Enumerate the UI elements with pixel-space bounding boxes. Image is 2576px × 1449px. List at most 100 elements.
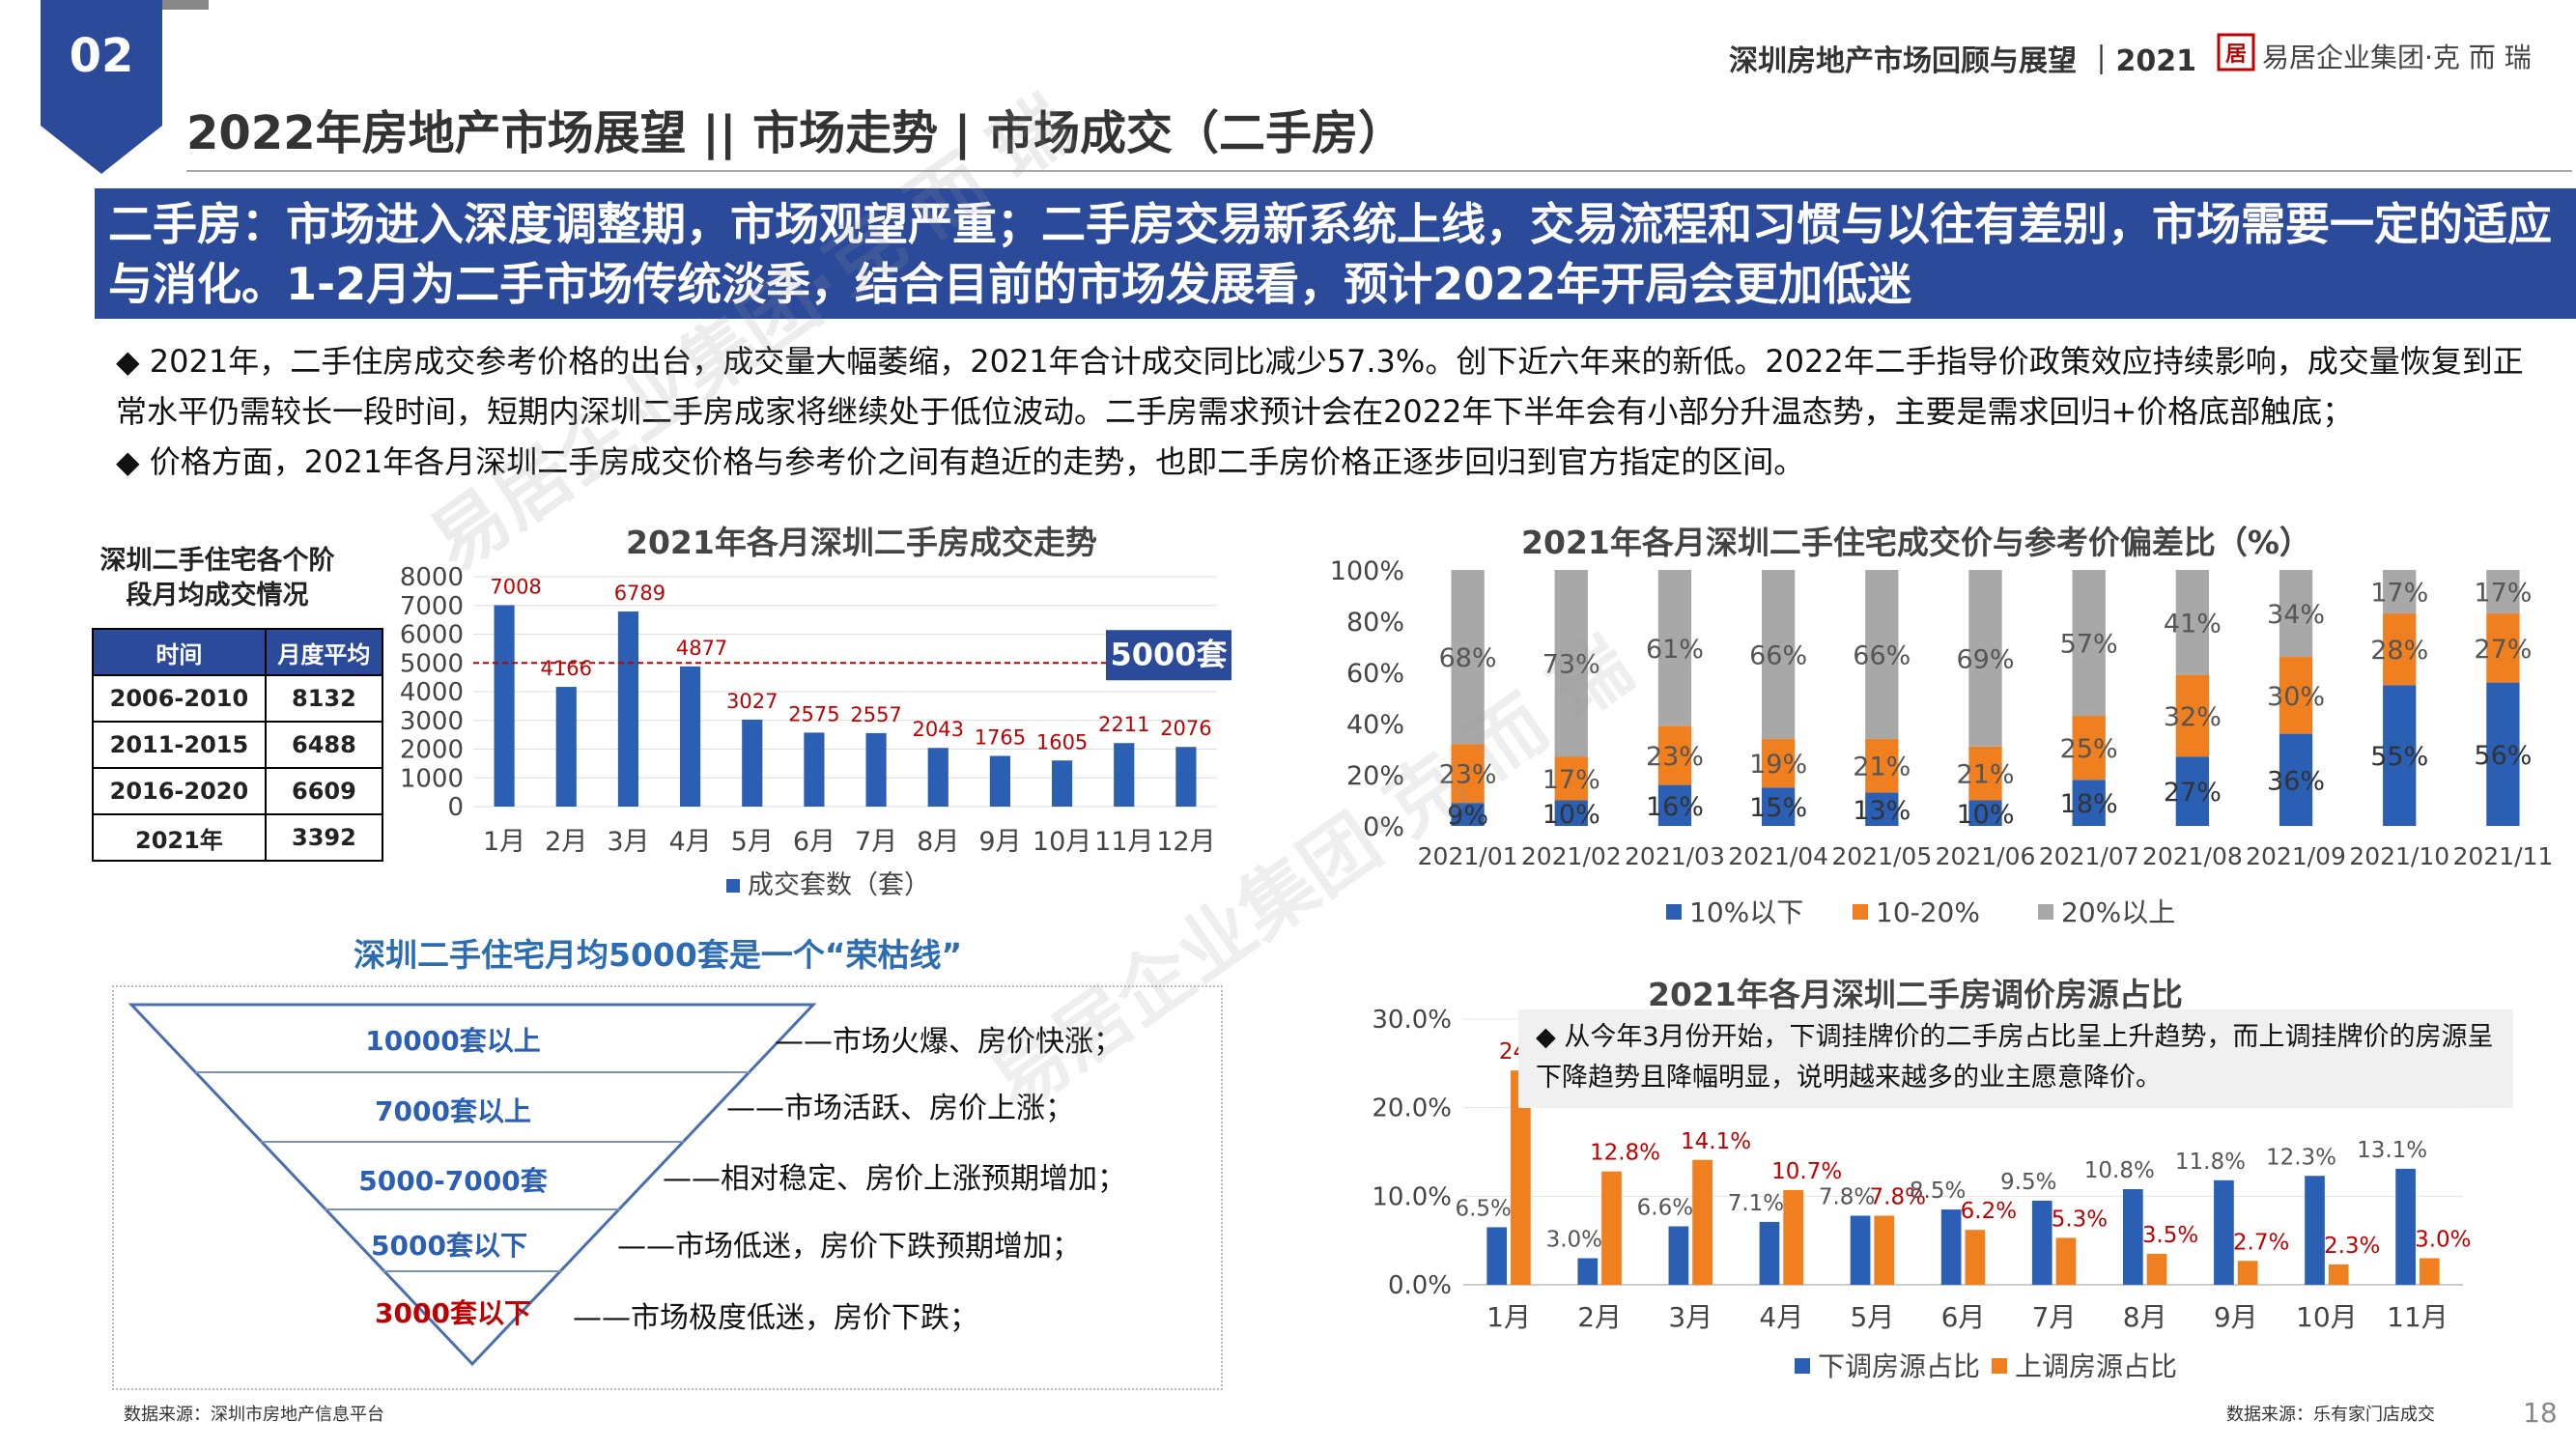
chart3-data-label: 14.1% <box>1681 1129 1751 1154</box>
chart2-bar-segment <box>1761 738 1796 788</box>
chart2-x-tick: 2021/04 <box>1728 842 1828 870</box>
chart1-bar <box>989 755 1011 807</box>
chart2-y-tick: 40% <box>1346 710 1404 740</box>
chart2-bar-segment <box>2175 674 2210 757</box>
chart3-svg: 0.0%10.0%20.0%30.0%6.5%24.2%1月3.0%12.8%2… <box>1372 1006 2471 1382</box>
chart3-data-label: 10.8% <box>2084 1158 2155 1183</box>
summary-banner-text: 二手房：市场进入深度调整期，市场观望严重；二手房交易新系统上线，交易流程和习惯与… <box>108 198 2552 310</box>
chart3-bar <box>2122 1189 2143 1285</box>
page-title: 2022年房地产市场展望 || 市场走势 | 市场成交（二手房） <box>186 106 1405 160</box>
chart1-bar <box>555 687 577 807</box>
chart2-data-label: 10% <box>1956 800 2014 830</box>
chart2-bar-segment <box>2279 733 2313 826</box>
chart2-data-label: 18% <box>2060 789 2118 819</box>
chart3-bar <box>1577 1258 1599 1285</box>
chart1-reference-label: 5000套 <box>1110 636 1227 672</box>
summary-banner <box>95 188 2576 319</box>
page-number: 18 <box>2523 1397 2558 1429</box>
title-divider <box>186 170 2572 172</box>
chart3-legend-swatch <box>1795 1358 1810 1374</box>
chart2-bar-segment <box>2383 685 2417 826</box>
chart3-title: 2021年各月深圳二手房调价房源占比 <box>1648 976 2183 1013</box>
chart3-bar <box>1874 1215 1895 1285</box>
chart3-data-label: 12.3% <box>2266 1145 2336 1170</box>
chart3-y-tick: 20.0% <box>1372 1094 1452 1123</box>
chart3-data-label: 9.5% <box>2000 1170 2056 1195</box>
chart3-data-label: 10.7% <box>1771 1159 1842 1184</box>
chart2-data-label: 23% <box>1439 760 1497 790</box>
chart1-reference-box <box>1106 630 1231 681</box>
chart1-x-tick: 3月 <box>607 827 649 857</box>
chart3-data-label: 6.5% <box>1455 1196 1511 1221</box>
chart3-y-tick: 0.0% <box>1388 1271 1452 1300</box>
bullet-list: ◆ 2021年，二手住房成交参考价格的出台，成交量大幅萎缩，2021年合计成交同… <box>116 336 2550 487</box>
chart2-bar-segment <box>2279 570 2313 658</box>
chart1-bar <box>494 605 515 807</box>
chart2-data-label: 57% <box>2060 630 2118 660</box>
table-cell: 2006-2010 <box>92 674 267 723</box>
bullet-price: ◆ 价格方面，2021年各月深圳二手房成交价格与参考价之间有趋近的走势，也即二手… <box>116 443 1805 480</box>
chart2-data-label: 61% <box>1646 635 1704 665</box>
chart2-data-label: 27% <box>2474 635 2532 665</box>
chart2-bar-segment <box>2486 613 2520 683</box>
chart3-bar <box>2237 1261 2258 1285</box>
chart2-bar-segment <box>1761 570 1796 739</box>
chart2-bar-segment <box>2279 657 2313 734</box>
chart2-y-tick: 60% <box>1346 659 1404 689</box>
chart2-legend-label: 10-20% <box>1876 896 1980 928</box>
chart3-x-tick: 4月 <box>1759 1301 1803 1333</box>
funnel-level-desc: ——市场活跃、房价上涨； <box>726 1092 1074 1125</box>
chart2-legend-swatch <box>1853 904 1868 920</box>
chart2-y-tick: 0% <box>1363 812 1404 842</box>
chart3-data-label: 2.3% <box>2324 1234 2380 1259</box>
chart2-legend-swatch <box>1666 904 1682 920</box>
chart2-y-tick: 100% <box>1330 556 1404 586</box>
chart1-x-tick: 7月 <box>855 827 897 857</box>
svg-text:居: 居 <box>2225 43 2247 67</box>
chart2-data-label: 17% <box>2370 579 2428 609</box>
chart3-data-label: 11.8% <box>2175 1150 2246 1175</box>
chart2-bar-segment <box>2175 756 2210 826</box>
chart1-data-label: 2211 <box>1098 713 1149 736</box>
chart3-bar <box>1759 1221 1780 1285</box>
top-accent-bar <box>162 0 209 10</box>
chart2-data-label: 19% <box>1749 750 1807 780</box>
chart1-bar <box>742 719 763 807</box>
chart1-bar <box>1051 760 1073 807</box>
funnel-level-desc: ——市场低迷，房价下跌预期增加； <box>617 1230 1081 1264</box>
chart1-data-label: 4166 <box>541 657 592 680</box>
chart2-bar-segment <box>2486 570 2520 614</box>
chart3-data-label: 6.2% <box>1961 1199 2017 1224</box>
chart2-legend-label: 20%以上 <box>2061 896 2175 928</box>
chart1-data-label: 2557 <box>850 703 901 726</box>
chart2-bar-segment <box>1968 570 2002 747</box>
chart3-x-tick: 8月 <box>2123 1301 2167 1333</box>
chart2-bar-segment <box>1451 570 1485 745</box>
chart1-x-tick: 8月 <box>917 827 959 857</box>
table-header-cell: 时间 <box>92 628 267 676</box>
chart1-legend-label: 成交套数（套） <box>748 870 930 900</box>
chart2-data-label: 73% <box>1543 650 1600 680</box>
chart3-x-tick: 9月 <box>2214 1301 2258 1333</box>
chart2-data-label: 17% <box>1543 765 1600 795</box>
chart2-data-label: 25% <box>2060 734 2118 764</box>
chart3-x-tick: 10月 <box>2296 1301 2358 1333</box>
chart3-bar <box>1486 1227 1508 1285</box>
chart3-bar <box>2031 1200 2052 1285</box>
chart2-bar-segment <box>2072 570 2106 717</box>
chart2-bar-segment <box>2175 570 2210 675</box>
chart3-x-tick: 7月 <box>2032 1301 2077 1333</box>
chart2-data-label: 17% <box>2474 579 2532 609</box>
chart2-bar-segment <box>1968 800 2002 826</box>
chart2-x-tick: 2021/10 <box>2349 842 2449 870</box>
brand-name: 易居企业集团·克 而 瑞 <box>2262 42 2532 73</box>
chart2-data-label: 68% <box>1439 643 1497 673</box>
chart2-x-tick: 2021/09 <box>2246 842 2346 870</box>
chart3-data-label: 2.7% <box>2233 1230 2289 1255</box>
chart2-data-label: 69% <box>1956 644 2014 674</box>
table-header-cell: 月度平均 <box>264 628 384 676</box>
chart3-x-tick: 11月 <box>2387 1301 2449 1333</box>
avg-table: 时间 月度平均 2006-2010 8132 2011-2015 6488 20… <box>92 628 384 862</box>
avg-table-title: 深圳二手住宅各个阶段月均成交情况 <box>99 546 335 611</box>
